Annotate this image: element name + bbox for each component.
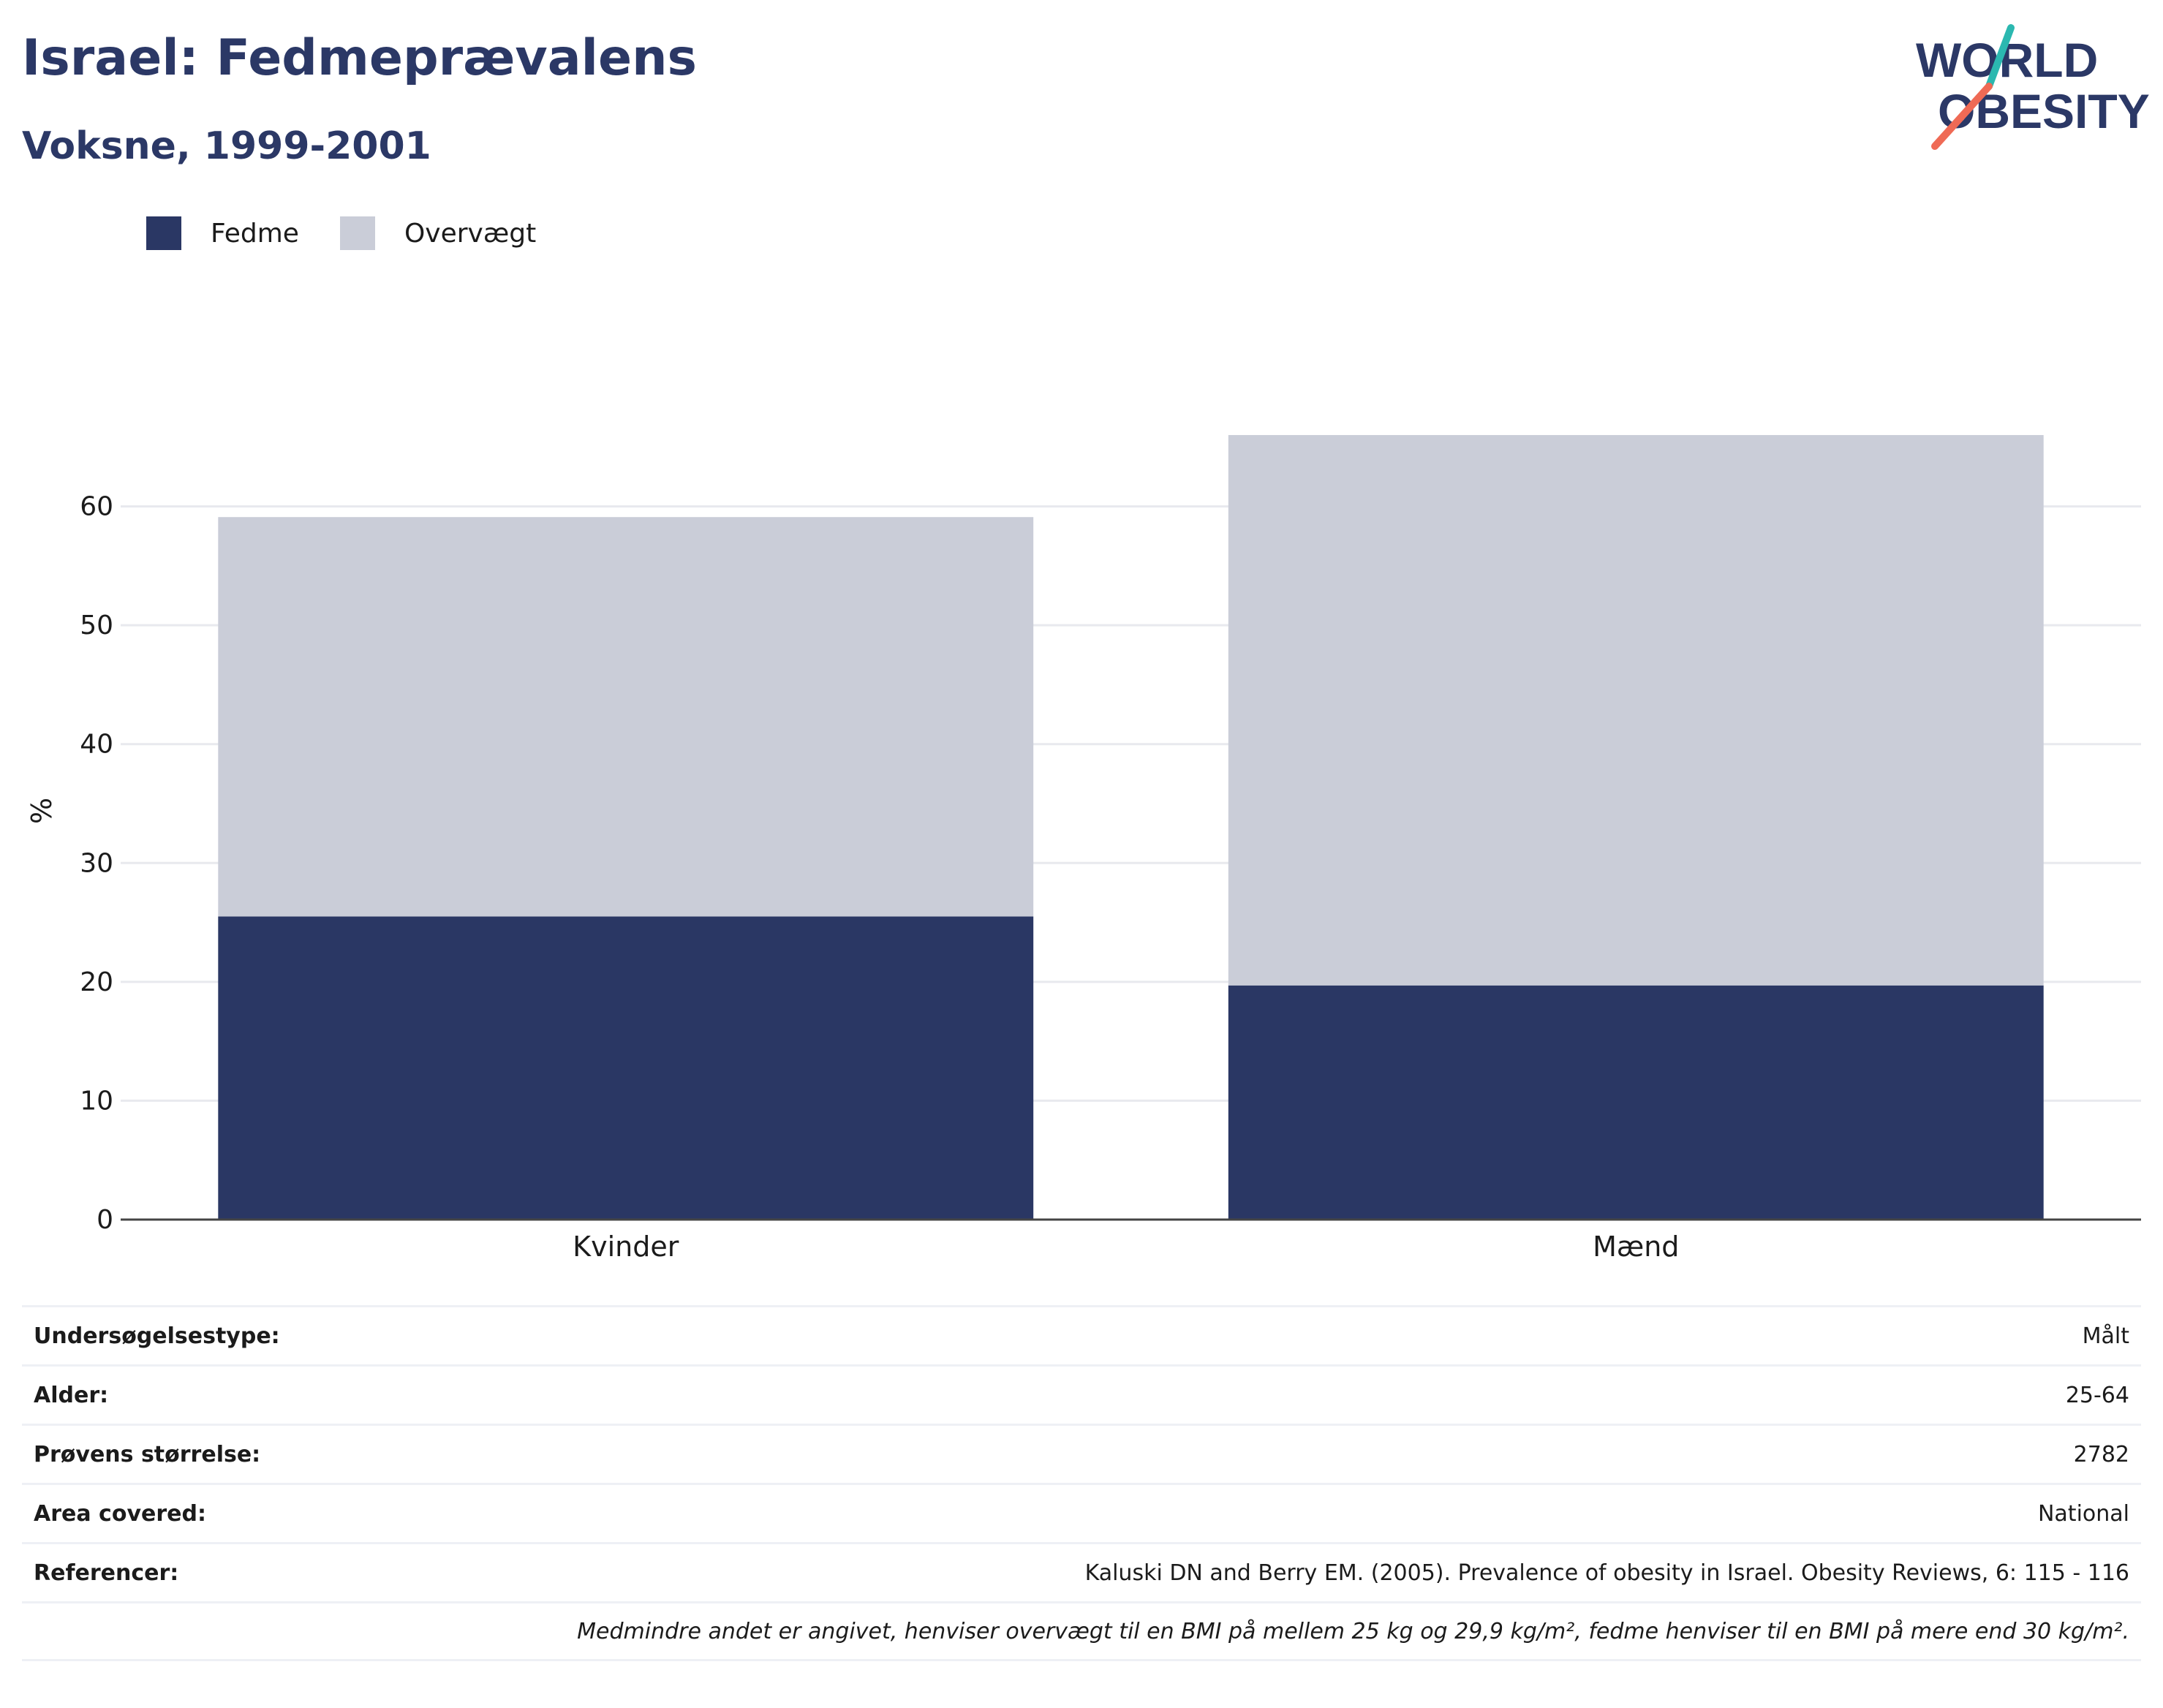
y-tick-label: 0 xyxy=(97,1205,113,1235)
info-key: Prøvens størrelse: xyxy=(34,1441,261,1467)
bar-overvaegt-0 xyxy=(218,517,1034,917)
legend-swatch-fedme xyxy=(146,216,181,250)
info-row-age: Alder: 25-64 xyxy=(22,1364,2141,1424)
chart-legend: Fedme Overvægt xyxy=(146,216,577,250)
legend-swatch-overvaegt xyxy=(339,216,375,250)
info-value: Kaluski DN and Berry EM. (2005). Prevale… xyxy=(1084,1560,2129,1586)
info-key: Undersøgelsestype: xyxy=(34,1323,280,1349)
x-tick-label: Mænd xyxy=(1593,1231,1679,1263)
info-value: National xyxy=(2037,1500,2129,1527)
bar-fedme-0 xyxy=(218,916,1034,1220)
info-row-survey-type: Undersøgelsestype: Målt xyxy=(22,1305,2141,1364)
y-tick-label: 60 xyxy=(80,492,113,522)
y-tick-label: 20 xyxy=(80,967,113,997)
y-tick-label: 30 xyxy=(80,848,113,878)
info-key: Area covered: xyxy=(34,1500,206,1527)
y-tick-label: 50 xyxy=(80,611,113,640)
logo-slash-teal xyxy=(1985,24,2015,90)
info-row-sample-size: Prøvens størrelse: 2782 xyxy=(22,1424,2141,1483)
y-tick-label: 10 xyxy=(80,1086,113,1116)
bar-overvaegt-1 xyxy=(1228,435,2044,986)
info-footnote: Medmindre andet er angivet, henviser ove… xyxy=(22,1601,2141,1661)
legend-label-overvaegt: Overvægt xyxy=(404,218,537,249)
info-row-references: Referencer: Kaluski DN and Berry EM. (20… xyxy=(22,1542,2141,1601)
world-obesity-logo: WORLD OBESITY xyxy=(1916,24,2150,150)
y-tick-label: 40 xyxy=(80,730,113,760)
info-value: Målt xyxy=(2082,1323,2129,1349)
info-value: 2782 xyxy=(2073,1441,2129,1467)
bar-fedme-1 xyxy=(1228,985,2044,1220)
bar-chart: 0 10 20 30 40 50 60% Kvinder Mænd xyxy=(26,435,2141,1263)
y-axis-label: % xyxy=(26,798,58,824)
x-tick-label: Kvinder xyxy=(573,1231,679,1263)
info-value: 25-64 xyxy=(2065,1382,2129,1408)
legend-item-overvaegt[interactable]: Overvægt xyxy=(339,216,537,250)
info-row-area: Area covered: National xyxy=(22,1483,2141,1542)
info-key: Alder: xyxy=(34,1382,109,1408)
page-title: Israel: Fedmeprævalens xyxy=(22,29,697,87)
logo-slash-coral xyxy=(1931,83,1993,150)
legend-item-fedme[interactable]: Fedme xyxy=(146,216,299,250)
info-key: Referencer: xyxy=(34,1560,179,1586)
info-table: Undersøgelsestype: Målt Alder: 25-64 Prø… xyxy=(22,1305,2141,1661)
logo-text-obesity: OBESITY xyxy=(1938,84,2150,138)
legend-label-fedme: Fedme xyxy=(211,218,299,249)
footnote-text: Medmindre andet er angivet, henviser ove… xyxy=(577,1618,2129,1644)
page-subtitle: Voksne, 1999-2001 xyxy=(22,124,431,168)
